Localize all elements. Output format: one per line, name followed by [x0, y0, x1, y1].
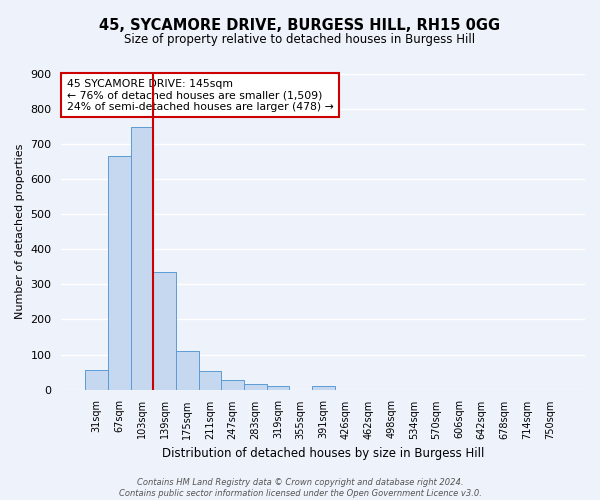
Bar	[266, 386, 289, 390]
Bar	[131, 126, 153, 390]
Text: Contains HM Land Registry data © Crown copyright and database right 2024.
Contai: Contains HM Land Registry data © Crown c…	[119, 478, 481, 498]
Y-axis label: Number of detached properties: Number of detached properties	[15, 144, 25, 320]
Bar	[199, 371, 221, 390]
Text: Size of property relative to detached houses in Burgess Hill: Size of property relative to detached ho…	[124, 32, 476, 46]
X-axis label: Distribution of detached houses by size in Burgess Hill: Distribution of detached houses by size …	[162, 447, 484, 460]
Bar	[108, 156, 131, 390]
Bar	[176, 351, 199, 390]
Bar	[221, 380, 244, 390]
Bar	[312, 386, 335, 390]
Bar	[153, 272, 176, 390]
Bar	[85, 370, 108, 390]
Bar	[244, 384, 266, 390]
Text: 45, SYCAMORE DRIVE, BURGESS HILL, RH15 0GG: 45, SYCAMORE DRIVE, BURGESS HILL, RH15 0…	[100, 18, 500, 32]
Text: 45 SYCAMORE DRIVE: 145sqm
← 76% of detached houses are smaller (1,509)
24% of se: 45 SYCAMORE DRIVE: 145sqm ← 76% of detac…	[67, 78, 334, 112]
